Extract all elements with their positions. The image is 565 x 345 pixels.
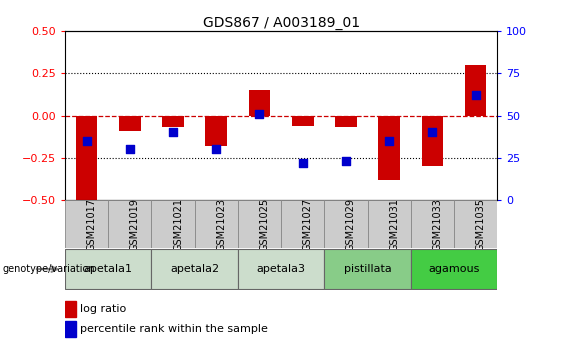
- Bar: [119, 116, 141, 131]
- Point: [298, 160, 307, 166]
- Point: [212, 147, 221, 152]
- Bar: [206, 116, 227, 146]
- Text: apetala3: apetala3: [257, 264, 306, 274]
- Text: GSM21019: GSM21019: [130, 198, 140, 251]
- Bar: [238, 200, 281, 248]
- Text: GSM21029: GSM21029: [346, 198, 356, 251]
- Point: [428, 130, 437, 135]
- Bar: [162, 116, 184, 127]
- Point: [341, 158, 350, 164]
- Text: log ratio: log ratio: [80, 304, 127, 314]
- Text: GSM21021: GSM21021: [173, 198, 183, 251]
- Bar: [411, 200, 454, 248]
- Bar: [65, 200, 108, 248]
- Bar: [411, 249, 497, 289]
- Point: [255, 111, 264, 117]
- Text: pistillata: pistillata: [344, 264, 392, 274]
- Bar: [421, 116, 443, 166]
- Bar: [379, 116, 400, 180]
- Bar: [65, 301, 76, 317]
- Text: apetala2: apetala2: [170, 264, 219, 274]
- Text: GSM21027: GSM21027: [303, 198, 312, 251]
- Text: GSM21017: GSM21017: [86, 198, 97, 251]
- Bar: [76, 116, 97, 200]
- Text: GSM21025: GSM21025: [259, 198, 270, 251]
- Bar: [65, 322, 76, 337]
- Bar: [335, 116, 357, 127]
- Bar: [292, 116, 314, 126]
- Text: apetala1: apetala1: [84, 264, 133, 274]
- Text: GSM21031: GSM21031: [389, 198, 399, 251]
- Point: [82, 138, 91, 144]
- Bar: [281, 200, 324, 248]
- Text: GSM21023: GSM21023: [216, 198, 226, 251]
- Bar: [465, 65, 486, 116]
- Bar: [249, 90, 270, 116]
- Bar: [324, 200, 368, 248]
- Point: [385, 138, 394, 144]
- Title: GDS867 / A003189_01: GDS867 / A003189_01: [202, 16, 360, 30]
- Text: genotype/variation: genotype/variation: [3, 264, 95, 274]
- Point: [125, 147, 134, 152]
- Point: [471, 92, 480, 98]
- Text: percentile rank within the sample: percentile rank within the sample: [80, 324, 268, 334]
- Bar: [238, 249, 324, 289]
- Text: GSM21035: GSM21035: [476, 198, 485, 251]
- Text: GSM21033: GSM21033: [432, 198, 442, 251]
- Bar: [367, 200, 411, 248]
- Bar: [151, 249, 238, 289]
- Bar: [324, 249, 411, 289]
- Point: [168, 130, 177, 135]
- Bar: [454, 200, 497, 248]
- Bar: [108, 200, 151, 248]
- Bar: [151, 200, 194, 248]
- Bar: [65, 249, 151, 289]
- Text: agamous: agamous: [428, 264, 480, 274]
- Bar: [194, 200, 238, 248]
